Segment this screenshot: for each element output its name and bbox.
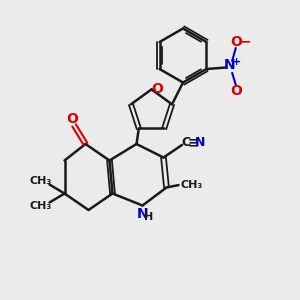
Text: CH₃: CH₃ [30,176,52,186]
Text: −: − [240,34,251,48]
Text: O: O [230,84,242,98]
Text: H: H [145,212,154,222]
Text: O: O [151,82,163,96]
Text: +: + [232,57,241,67]
Text: N: N [137,207,148,221]
Text: N: N [224,58,236,72]
Text: O: O [230,35,242,49]
Text: ≡: ≡ [188,136,199,149]
Text: O: O [66,112,78,126]
Text: CH₃: CH₃ [180,180,202,190]
Text: C: C [181,136,190,149]
Text: CH₃: CH₃ [30,201,52,211]
Text: N: N [195,136,205,149]
